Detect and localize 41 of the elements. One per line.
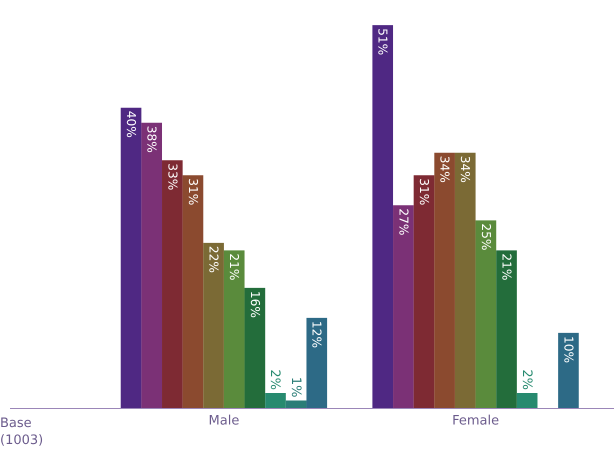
x-tick-label: Male <box>208 414 240 429</box>
data-label: 31% <box>416 178 431 206</box>
bar <box>286 400 306 408</box>
bar <box>182 175 204 408</box>
bar <box>434 152 455 408</box>
bar <box>120 108 142 408</box>
bar <box>414 175 434 408</box>
data-label: 27% <box>396 208 410 236</box>
bar <box>496 250 517 408</box>
data-label: 33% <box>165 163 180 190</box>
bar <box>265 392 286 408</box>
x-tick-label: Female <box>452 414 500 429</box>
data-label: 2% <box>518 369 534 390</box>
data-label: 21% <box>499 253 514 280</box>
data-label: 34% <box>458 156 472 183</box>
data-label: 22% <box>206 246 221 273</box>
data-label: 16% <box>248 290 262 318</box>
data-label: 51% <box>376 28 390 56</box>
bar <box>203 242 224 408</box>
bar <box>162 160 183 408</box>
data-label: 25% <box>478 223 493 250</box>
text: Base (1003) <box>0 416 44 448</box>
data-label: 38% <box>144 126 159 153</box>
data-label: 31% <box>186 178 200 206</box>
data-label: 12% <box>310 320 324 348</box>
bar <box>372 25 394 408</box>
data-label: 1% <box>288 376 303 398</box>
data-label: 40% <box>124 110 138 138</box>
bar <box>558 332 579 408</box>
bar <box>476 220 496 408</box>
bar <box>516 392 538 408</box>
bar <box>306 318 328 408</box>
data-label: 2% <box>267 369 282 390</box>
data-label: 21% <box>227 253 242 280</box>
bar <box>393 205 414 408</box>
bar <box>244 288 266 408</box>
data-label: 10% <box>561 336 576 364</box>
data-label: 34% <box>438 156 452 183</box>
bar <box>224 250 245 408</box>
bar <box>141 122 162 408</box>
bar <box>454 152 476 408</box>
